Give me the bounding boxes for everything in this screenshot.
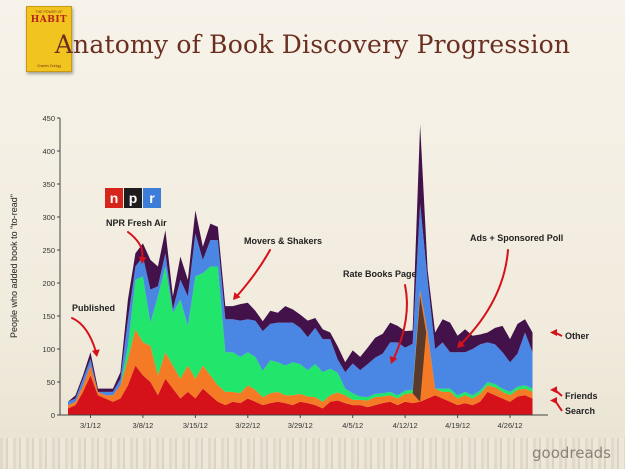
arrow-npr-head [138,256,147,264]
x-tick-label: 3/1/12 [80,421,101,430]
y-axis-label: People who added book to "to-read" [9,194,19,338]
area-movers [68,266,533,406]
annotation-rate-books-page: Rate Books Page [343,269,417,279]
page-title: Anatomy of Book Discovery Progression [54,30,571,59]
annotation-published: Published [72,303,115,313]
arrow-npr [127,231,144,259]
area-other [68,124,533,402]
arrow-movers [236,249,271,297]
arrow-ads-head [457,340,465,348]
x-tick-label: 3/15/12 [183,421,208,430]
arrow-movers-head [233,292,241,300]
annotation-movers-shakers: Movers & Shakers [244,236,322,246]
book-cover-image: THE POWER OF HABIT Charles Duhigg [26,6,72,72]
y-tick-label: 400 [42,147,55,156]
annotation-ads-sponsored-poll: Ads + Sponsored Poll [470,233,563,243]
arrow-rate-books [393,284,408,359]
y-tick-label: 200 [42,279,55,288]
series-label-friends: Friends [565,391,598,401]
series-arrow-head-search [550,397,557,404]
npr-letter-n: n [110,190,119,206]
x-tick-label: 3/29/12 [288,421,313,430]
arrow-published-head [91,349,100,357]
axes [59,118,548,416]
series-arrow-head-other [550,329,557,336]
arrow-rate-books-head [389,356,398,364]
area-search [68,365,533,415]
x-tick-label: 4/19/12 [445,421,470,430]
y-tick-label: 450 [42,114,55,123]
y-tick-labels: 0 50 100 150 200 250 300 350 400 450 [42,114,60,420]
book-cover-subtitle: THE POWER OF [35,10,63,14]
y-tick-label: 50 [47,378,55,387]
arrow-published [71,317,97,353]
x-tick-label: 4/12/12 [393,421,418,430]
annotations: Published NPR Fresh Air Movers & Shakers… [72,218,563,313]
annotation-npr-fresh-air: NPR Fresh Air [106,218,167,228]
y-tick-label: 300 [42,213,55,222]
series-arrow-head-friends [550,386,557,394]
series-labels: Other Friends Search [550,329,598,416]
y-tick-label: 100 [42,345,55,354]
arrow-ads [461,249,509,344]
y-tick-label: 350 [42,180,55,189]
npr-logo: n p r [105,188,161,208]
y-tick-label: 250 [42,246,55,255]
goodreads-logo: goodreads [532,444,611,462]
area-layers [68,124,533,415]
area-ads-spike [412,296,427,402]
npr-letter-r: r [149,190,155,206]
x-tick-label: 3/22/12 [235,421,260,430]
series-label-other: Other [565,331,590,341]
x-tick-label: 4/26/12 [498,421,523,430]
npr-letter-p: p [129,190,138,206]
y-tick-label: 0 [51,411,55,420]
y-tick-label: 150 [42,312,55,321]
annotation-arrows [71,231,509,364]
series-label-search: Search [565,406,595,416]
bookshelf-decoration [0,438,625,469]
book-cover-author: Charles Duhigg [36,64,62,68]
x-tick-labels: 3/1/12 3/8/12 3/15/12 3/22/12 3/29/12 4/5/12 4… [80,415,523,430]
x-tick-label: 3/8/12 [132,421,153,430]
x-tick-label: 4/5/12 [342,421,363,430]
book-cover-title: HABIT [30,15,68,25]
